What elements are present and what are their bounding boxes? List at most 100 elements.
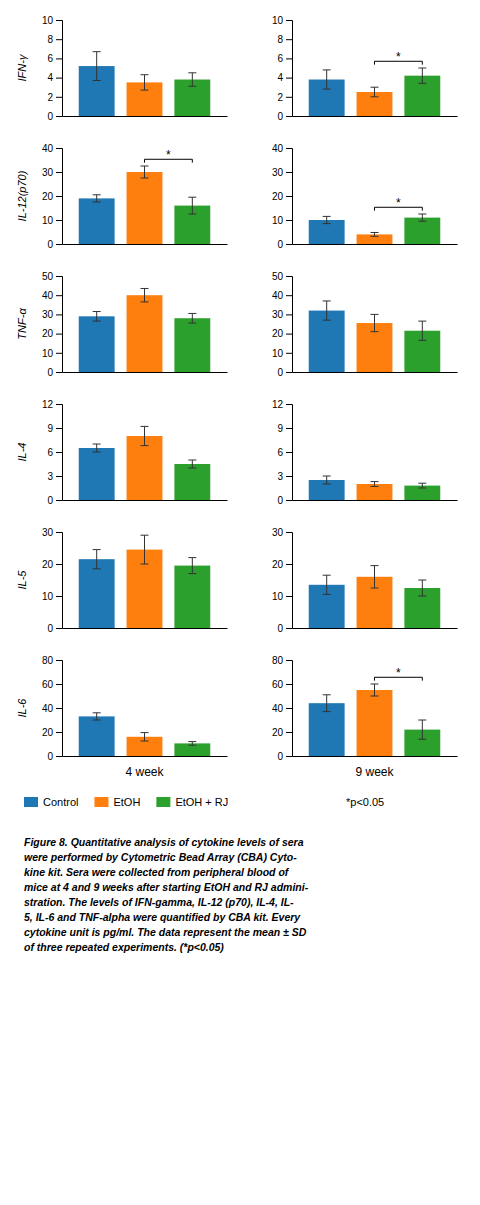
y-tick-mark	[286, 660, 292, 661]
y-tick-label: 0	[47, 495, 53, 506]
y-tick: 6	[47, 447, 62, 458]
plot-marks	[309, 214, 441, 244]
error-bar	[323, 301, 331, 320]
y-tick-mark	[286, 20, 292, 21]
y-tick-label: 40	[272, 290, 284, 301]
y-tick: 60	[272, 679, 292, 690]
error-bar	[188, 197, 196, 214]
error-bar	[371, 314, 379, 331]
y-tick-mark	[56, 684, 62, 685]
legend-swatch	[156, 797, 170, 807]
y-tick-mark	[286, 532, 292, 533]
y-tick: 4	[277, 72, 292, 83]
y-tick-mark	[56, 116, 62, 117]
subplot: 01020304050TNF-α	[16, 271, 228, 378]
y-tick-mark	[286, 476, 292, 477]
x-axis-line	[63, 500, 228, 501]
y-tick-mark	[56, 628, 62, 629]
bar	[127, 295, 163, 372]
y-tick: 2	[47, 92, 62, 103]
x-axis-line	[63, 244, 228, 245]
y-tick: 0	[47, 239, 62, 250]
caption-line: were performed by Cytometric Bead Array …	[24, 851, 297, 863]
subplot: 0 10 20 30	[272, 527, 458, 634]
y-tick-label: 50	[42, 271, 54, 282]
plot-marks	[79, 52, 211, 116]
y-tick-mark	[56, 500, 62, 501]
y-tick: 6	[277, 53, 292, 64]
y-tick-mark	[56, 564, 62, 565]
error-bar	[93, 550, 101, 569]
y-tick: 10	[42, 15, 62, 26]
y-tick-mark	[56, 756, 62, 757]
y-axis-line	[286, 149, 293, 245]
y-tick-label: 0	[277, 495, 283, 506]
y-tick: 0	[277, 623, 292, 634]
y-axis-title: IL-6	[16, 698, 28, 718]
y-tick-label: 30	[272, 167, 284, 178]
y-tick-label: 10	[42, 348, 54, 359]
y-tick-label: 30	[272, 309, 284, 320]
x-axis	[293, 372, 458, 373]
error-bar	[93, 312, 101, 322]
y-tick-mark	[286, 314, 292, 315]
y-tick: 0	[47, 111, 62, 122]
y-tick-mark	[286, 756, 292, 757]
y-tick-label: 30	[272, 527, 284, 538]
error-bar	[141, 288, 149, 301]
y-axis-title: IFN-γ	[16, 53, 28, 81]
y-tick: 3	[277, 471, 292, 482]
y-tick-label: 2	[47, 92, 53, 103]
x-axis	[293, 628, 458, 629]
y-tick-label: 0	[47, 111, 53, 122]
y-tick: 80	[272, 655, 292, 666]
legend-item: EtOH + RJ	[156, 796, 228, 808]
bar	[79, 716, 115, 756]
y-axis-line	[286, 21, 293, 117]
plot-marks	[79, 426, 211, 500]
y-axis-line	[56, 149, 63, 245]
y-tick: 30	[272, 167, 292, 178]
y-tick-label: 12	[42, 399, 54, 410]
y-tick-mark	[286, 276, 292, 277]
y-tick-label: 8	[277, 34, 283, 45]
y-tick-mark	[286, 39, 292, 40]
y-tick-mark	[286, 172, 292, 173]
y-tick-mark	[286, 500, 292, 501]
y-tick-mark	[286, 452, 292, 453]
y-tick-label: 8	[47, 34, 53, 45]
subplot: 0246810*	[272, 15, 458, 122]
y-tick-label: 60	[42, 679, 54, 690]
y-tick-mark	[286, 334, 292, 335]
y-tick: 12	[42, 399, 62, 410]
y-axis-line	[56, 405, 63, 501]
y-tick: 3	[47, 471, 62, 482]
plot-marks	[309, 68, 441, 116]
y-tick: 0	[277, 367, 292, 378]
y-axis-line	[286, 533, 293, 629]
y-tick: 9	[277, 423, 292, 434]
y-tick: 40	[272, 143, 292, 154]
y-tick-mark	[56, 295, 62, 296]
y-tick-label: 10	[272, 348, 284, 359]
y-tick-label: 20	[272, 328, 284, 339]
y-tick-mark	[286, 372, 292, 373]
x-axis-title: 4 week	[125, 765, 164, 779]
y-tick-label: 10	[272, 591, 284, 602]
y-tick-mark	[286, 428, 292, 429]
y-tick-label: 40	[272, 143, 284, 154]
subplot: 0246810IFN-γ	[16, 15, 228, 122]
error-bar	[371, 232, 379, 236]
significance-label: *	[396, 666, 401, 680]
error-bar	[418, 68, 426, 83]
y-axis: 036912	[42, 399, 63, 506]
y-tick-label: 3	[47, 471, 53, 482]
caption-line: stration. The levels of IFN-gamma, IL-12…	[24, 896, 294, 908]
significance-note: *p<0.05	[346, 796, 384, 808]
y-tick-label: 40	[272, 703, 284, 714]
legend: ControlEtOHEtOH + RJ	[24, 796, 228, 808]
error-bar	[141, 166, 149, 178]
y-tick-mark	[56, 732, 62, 733]
y-tick: 20	[272, 727, 292, 738]
y-tick-label: 20	[272, 559, 284, 570]
